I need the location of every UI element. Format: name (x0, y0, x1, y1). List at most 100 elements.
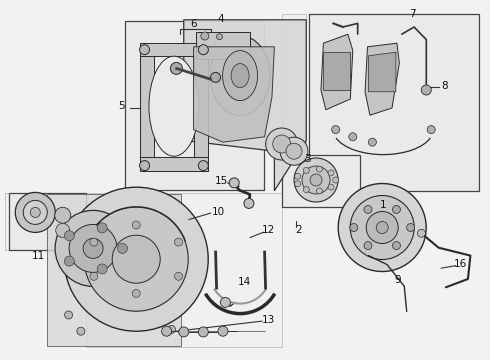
Circle shape (392, 206, 400, 213)
Ellipse shape (286, 143, 302, 159)
Text: 10: 10 (212, 207, 224, 217)
Circle shape (294, 181, 301, 187)
Circle shape (64, 187, 208, 331)
Circle shape (303, 186, 309, 193)
Circle shape (55, 207, 71, 223)
Circle shape (317, 188, 322, 194)
Circle shape (368, 138, 376, 146)
Circle shape (349, 133, 357, 141)
Polygon shape (140, 43, 208, 56)
Circle shape (55, 210, 131, 287)
Ellipse shape (280, 137, 308, 165)
Circle shape (333, 177, 339, 183)
Ellipse shape (266, 128, 298, 160)
Circle shape (171, 62, 182, 75)
Text: 15: 15 (215, 176, 228, 186)
Ellipse shape (222, 51, 258, 100)
Circle shape (97, 264, 107, 274)
Bar (309, 14, 479, 191)
Circle shape (338, 184, 426, 271)
Circle shape (310, 174, 322, 186)
Circle shape (364, 206, 372, 213)
Bar (282, 155, 360, 207)
Circle shape (198, 327, 208, 337)
Circle shape (64, 256, 74, 266)
Polygon shape (194, 47, 274, 142)
Circle shape (132, 289, 140, 297)
Circle shape (218, 326, 228, 336)
Polygon shape (323, 52, 350, 90)
Circle shape (140, 161, 149, 171)
Text: 14: 14 (237, 276, 251, 287)
Circle shape (350, 195, 414, 260)
Circle shape (112, 235, 160, 283)
Polygon shape (321, 34, 353, 110)
Circle shape (201, 32, 209, 40)
Polygon shape (5, 4, 485, 356)
Bar (125, 21, 264, 190)
Circle shape (220, 297, 230, 307)
Circle shape (302, 166, 330, 194)
Polygon shape (154, 95, 194, 106)
Circle shape (132, 221, 140, 229)
Polygon shape (368, 52, 396, 92)
Circle shape (229, 178, 239, 188)
Circle shape (179, 327, 189, 337)
Text: 2: 2 (295, 225, 302, 235)
Circle shape (328, 184, 334, 190)
Text: 16: 16 (454, 258, 467, 269)
Polygon shape (140, 45, 154, 169)
Circle shape (64, 231, 74, 241)
Circle shape (84, 207, 188, 311)
Circle shape (15, 192, 55, 233)
Polygon shape (194, 45, 208, 169)
Circle shape (69, 224, 117, 273)
Bar (9, 193, 86, 250)
Circle shape (174, 272, 183, 280)
Circle shape (294, 173, 301, 179)
Circle shape (328, 170, 334, 176)
Polygon shape (47, 194, 181, 346)
Circle shape (303, 167, 309, 174)
Circle shape (421, 85, 431, 95)
Circle shape (317, 166, 322, 172)
Polygon shape (365, 43, 399, 115)
Circle shape (417, 229, 425, 237)
Text: 13: 13 (262, 315, 275, 325)
Ellipse shape (231, 64, 249, 87)
Circle shape (24, 201, 47, 224)
Text: 12: 12 (262, 225, 275, 235)
Circle shape (427, 126, 435, 134)
Text: 1: 1 (380, 200, 387, 210)
Circle shape (332, 126, 340, 134)
Circle shape (294, 158, 338, 202)
Polygon shape (196, 32, 250, 59)
Text: 7: 7 (409, 9, 416, 19)
Circle shape (140, 45, 149, 55)
Polygon shape (184, 20, 306, 191)
Polygon shape (140, 157, 208, 171)
Circle shape (376, 221, 388, 234)
Circle shape (407, 224, 415, 231)
Circle shape (30, 207, 40, 217)
Polygon shape (5, 14, 306, 347)
Ellipse shape (210, 36, 270, 116)
Circle shape (244, 198, 254, 208)
Text: 9: 9 (394, 275, 401, 285)
Circle shape (65, 311, 73, 319)
Circle shape (77, 327, 85, 335)
Text: 8: 8 (441, 81, 448, 91)
Circle shape (83, 238, 103, 258)
Circle shape (56, 224, 70, 237)
Circle shape (392, 242, 400, 249)
Circle shape (364, 242, 372, 249)
Circle shape (350, 224, 358, 231)
Text: 11: 11 (31, 251, 45, 261)
Circle shape (366, 212, 398, 243)
Circle shape (168, 325, 175, 333)
Ellipse shape (149, 56, 199, 156)
Circle shape (174, 238, 183, 246)
Ellipse shape (273, 135, 291, 153)
Circle shape (211, 72, 220, 82)
Circle shape (217, 34, 222, 40)
